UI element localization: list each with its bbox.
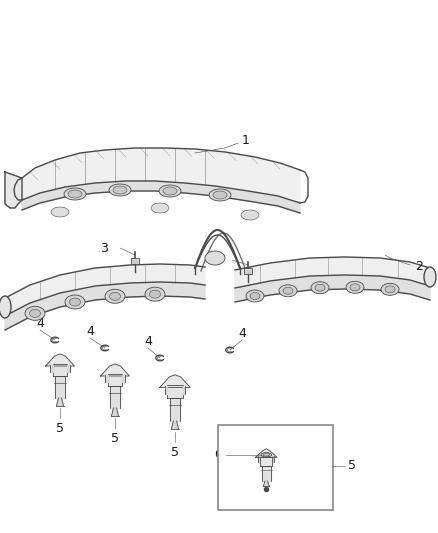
Polygon shape	[167, 385, 183, 398]
Polygon shape	[235, 275, 430, 302]
Text: 3: 3	[100, 241, 108, 254]
Polygon shape	[5, 172, 22, 208]
Polygon shape	[108, 374, 122, 386]
Polygon shape	[57, 398, 64, 406]
Polygon shape	[22, 148, 300, 203]
Text: 4: 4	[238, 327, 246, 340]
Ellipse shape	[70, 298, 81, 306]
Text: 5: 5	[348, 459, 356, 472]
Ellipse shape	[64, 188, 86, 200]
Bar	[218, 425, 333, 510]
Ellipse shape	[149, 290, 160, 298]
Ellipse shape	[51, 207, 69, 217]
Polygon shape	[5, 264, 205, 316]
Polygon shape	[262, 466, 271, 481]
Text: 4: 4	[86, 325, 94, 338]
Ellipse shape	[105, 289, 125, 303]
Polygon shape	[55, 376, 65, 398]
Ellipse shape	[159, 185, 181, 197]
Polygon shape	[122, 375, 125, 382]
Text: 3: 3	[212, 254, 220, 266]
Polygon shape	[101, 364, 129, 376]
Polygon shape	[171, 421, 179, 430]
Polygon shape	[53, 364, 67, 376]
Polygon shape	[170, 398, 180, 421]
Ellipse shape	[315, 284, 325, 291]
Polygon shape	[272, 456, 274, 462]
Ellipse shape	[25, 306, 45, 320]
Polygon shape	[46, 354, 74, 366]
Ellipse shape	[350, 284, 360, 291]
Ellipse shape	[213, 191, 227, 199]
Polygon shape	[258, 456, 260, 462]
Polygon shape	[105, 375, 108, 382]
Text: 5: 5	[171, 446, 179, 458]
Ellipse shape	[209, 189, 231, 201]
Text: 1: 1	[242, 134, 250, 148]
Polygon shape	[183, 386, 185, 394]
Ellipse shape	[113, 186, 127, 194]
Text: 5: 5	[111, 432, 119, 445]
Ellipse shape	[263, 454, 269, 456]
Ellipse shape	[151, 203, 169, 213]
Ellipse shape	[0, 296, 11, 318]
Ellipse shape	[246, 290, 264, 302]
Polygon shape	[235, 257, 430, 288]
Text: 2: 2	[415, 260, 423, 272]
Ellipse shape	[145, 287, 165, 301]
Polygon shape	[112, 408, 119, 416]
Bar	[244, 268, 252, 274]
Ellipse shape	[311, 282, 329, 294]
Ellipse shape	[385, 286, 395, 293]
Text: 4: 4	[36, 317, 44, 330]
Ellipse shape	[279, 285, 297, 297]
Polygon shape	[165, 386, 167, 394]
Ellipse shape	[241, 210, 259, 220]
Polygon shape	[22, 181, 300, 213]
Ellipse shape	[68, 190, 82, 198]
Ellipse shape	[109, 184, 131, 196]
Polygon shape	[160, 375, 190, 387]
Ellipse shape	[381, 284, 399, 295]
Polygon shape	[256, 449, 277, 457]
Ellipse shape	[283, 287, 293, 294]
Ellipse shape	[261, 453, 272, 457]
Text: 5: 5	[56, 422, 64, 435]
Polygon shape	[50, 365, 53, 372]
Polygon shape	[260, 457, 272, 466]
Text: 4: 4	[144, 335, 152, 348]
Ellipse shape	[110, 292, 120, 300]
Bar	[131, 258, 139, 264]
Polygon shape	[110, 386, 120, 408]
Ellipse shape	[29, 309, 40, 317]
Ellipse shape	[205, 251, 225, 265]
Polygon shape	[67, 365, 70, 372]
Ellipse shape	[163, 187, 177, 195]
Text: 6: 6	[214, 448, 222, 461]
Ellipse shape	[250, 293, 260, 300]
Ellipse shape	[65, 295, 85, 309]
Ellipse shape	[424, 267, 436, 287]
Polygon shape	[5, 282, 205, 330]
Polygon shape	[263, 481, 269, 486]
Ellipse shape	[346, 281, 364, 293]
